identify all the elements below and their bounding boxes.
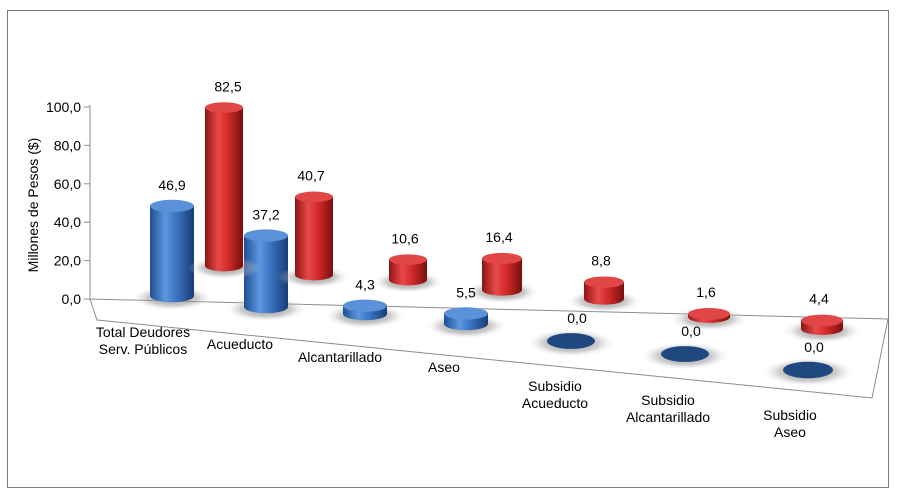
bar-red-top — [482, 252, 522, 265]
bar-red-body — [482, 258, 522, 296]
bar-red-body — [205, 107, 243, 272]
category-label: Serv. Públicos — [99, 341, 187, 357]
y-tick-label: 40,0 — [54, 214, 81, 230]
data-label-red: 8,8 — [591, 253, 611, 269]
bar-red-top — [389, 254, 427, 265]
category-label: Alcantarillado — [626, 409, 710, 425]
category-label: Subsidio — [528, 378, 582, 394]
category-label: Acueducto — [207, 336, 273, 352]
category-label: Total Deudores — [96, 324, 190, 340]
bar-blue — [130, 199, 214, 311]
bar-red — [566, 276, 642, 313]
bar-blue-top — [150, 199, 194, 213]
bars — [130, 102, 862, 387]
floor-outline — [89, 298, 889, 399]
bar-red-top — [688, 308, 730, 320]
data-label-blue: 0,0 — [681, 323, 701, 339]
bar-red-top — [205, 102, 243, 113]
category-label: Subsidio — [641, 392, 695, 408]
data-label-red: 16,4 — [485, 229, 512, 245]
bar-red — [277, 191, 351, 289]
y-tick-label: 60,0 — [54, 176, 81, 192]
bar-red-top — [584, 276, 624, 288]
bar-blue-body — [244, 235, 288, 314]
data-label-blue: 0,0 — [804, 339, 824, 355]
bar-blue-top — [661, 346, 709, 362]
bar-red-top — [295, 191, 333, 203]
data-label-blue: 4,3 — [355, 277, 375, 293]
data-label-red: 40,7 — [297, 168, 324, 184]
axes — [84, 105, 889, 399]
bar-blue — [525, 328, 617, 358]
bar-blue-top — [444, 307, 488, 320]
category-label: Aseo — [428, 359, 460, 375]
data-label-blue: 5,5 — [456, 284, 476, 300]
category-label: Subsidio — [763, 407, 817, 423]
category-label: Alcantarillado — [298, 349, 382, 365]
category-label: Aseo — [774, 424, 806, 440]
category-label: Acueducto — [522, 395, 588, 411]
bar-red — [782, 314, 862, 344]
bar-blue-top — [343, 299, 387, 312]
bar-red-body — [389, 259, 427, 286]
bar-blue — [323, 299, 407, 329]
bar-red — [669, 306, 749, 332]
bar-blue-top — [547, 333, 595, 349]
bar-red-body — [295, 196, 333, 281]
y-tick-label: 0,0 — [62, 291, 82, 307]
labels: 0,0 20,0 40,0 60,0 80,0 100,0 Millones de Peso… — [25, 78, 829, 440]
bar-red-top — [801, 314, 843, 327]
bar-blue — [639, 341, 731, 371]
bar-blue-top — [783, 361, 833, 379]
y-tick-label: 80,0 — [54, 137, 81, 153]
data-label-blue: 46,9 — [158, 177, 185, 193]
y-axis-title: Millones de Pesos ($) — [25, 138, 41, 273]
bar-blue — [424, 307, 508, 339]
bar-blue-top — [244, 229, 288, 242]
data-label-red: 4,4 — [809, 291, 829, 307]
bar-blue — [224, 229, 308, 322]
data-label-blue: 0,0 — [567, 310, 587, 326]
data-label-red: 1,6 — [696, 284, 716, 300]
bar-blue — [760, 357, 856, 387]
bar-blue-body — [150, 205, 194, 303]
y-tick-label: 20,0 — [54, 253, 81, 269]
bar-red — [464, 252, 540, 304]
bar-red — [371, 254, 445, 294]
data-label-red: 82,5 — [214, 78, 241, 94]
bar-red-body — [584, 282, 624, 305]
data-label-blue: 37,2 — [252, 206, 279, 222]
y-tick-label: 100,0 — [46, 99, 81, 115]
data-label-red: 10,6 — [391, 230, 418, 246]
bar-red — [187, 102, 261, 280]
